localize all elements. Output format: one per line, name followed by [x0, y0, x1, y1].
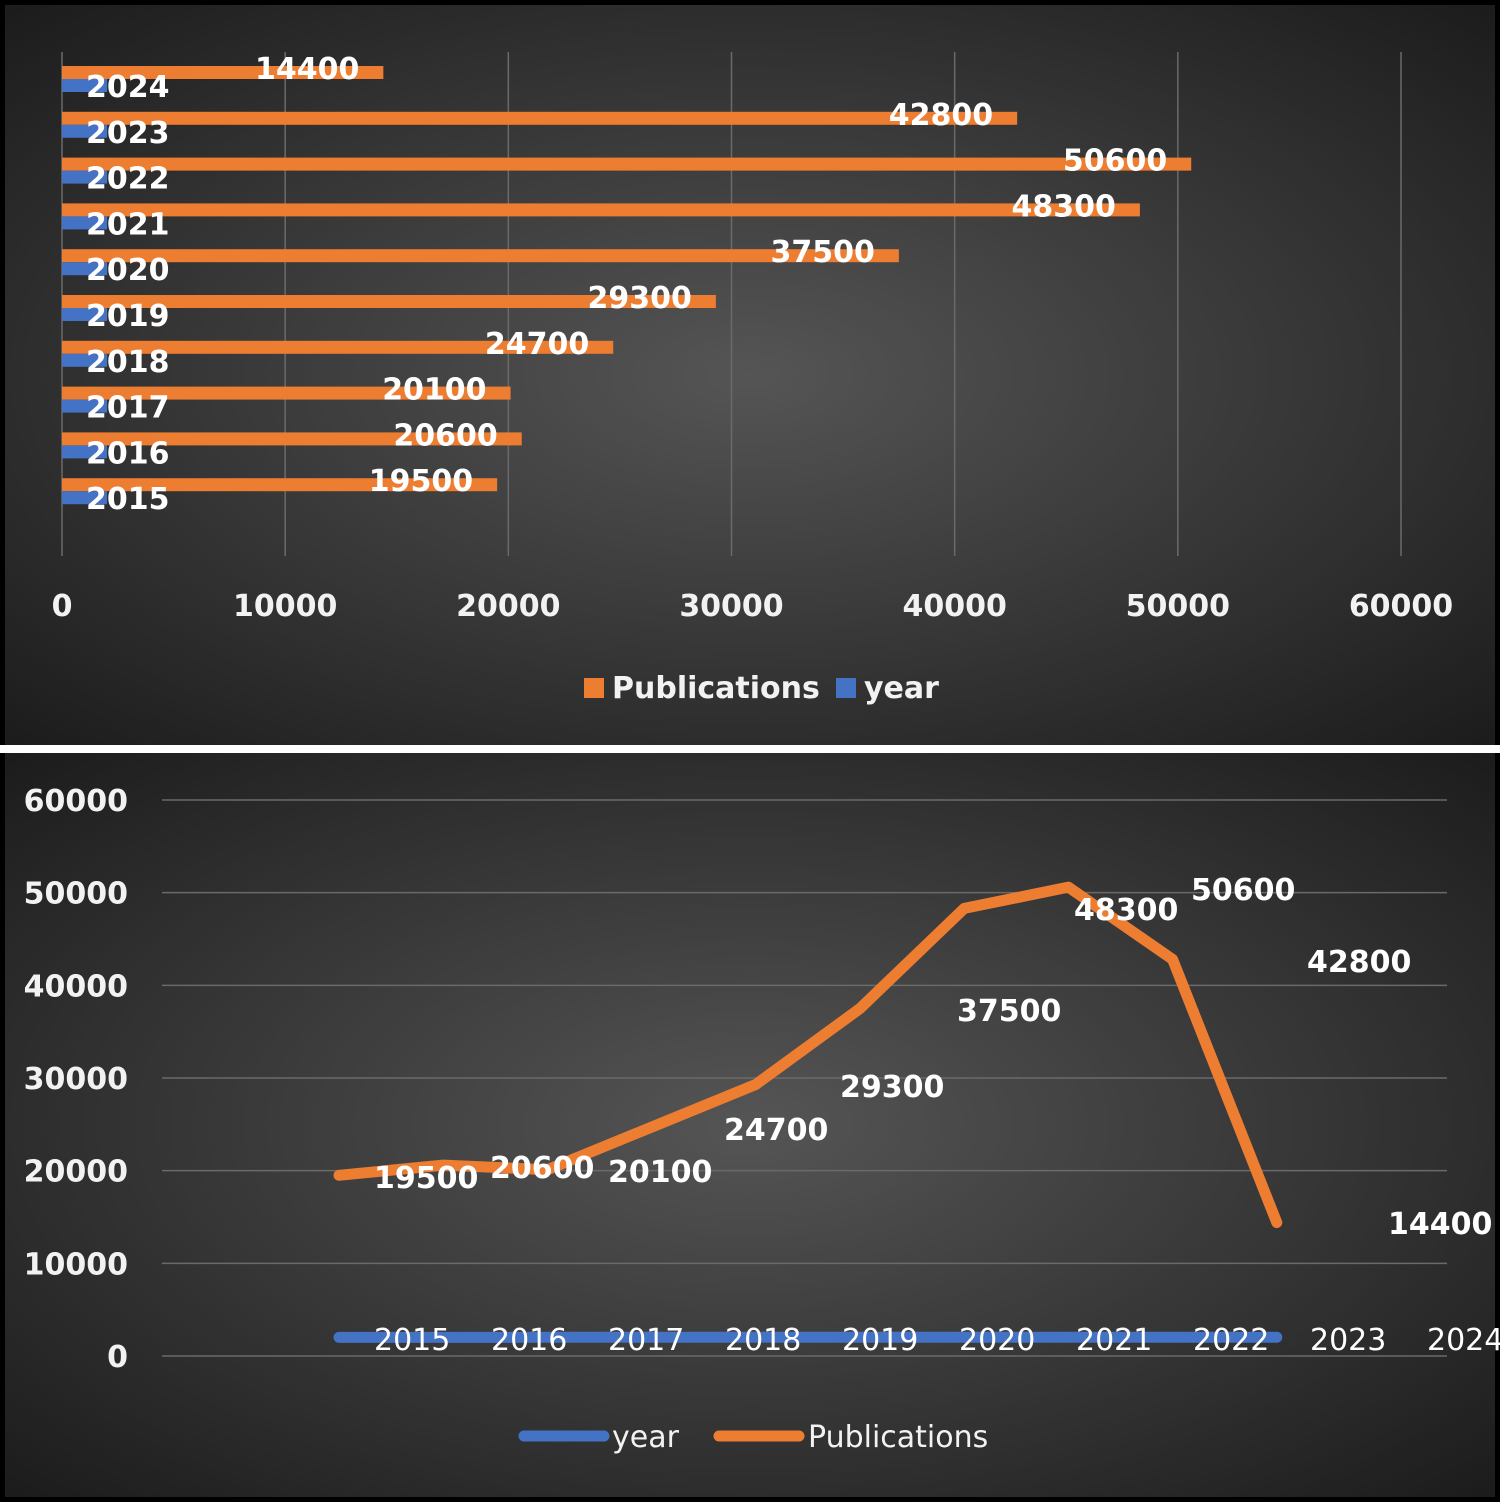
bar-year	[62, 445, 107, 459]
line-chart: 0 10000 20000 30000 40000 50000 60000 2015 2016…	[24, 784, 1500, 1455]
bar-chart: 0 10000 20000 30000 40000 50000 60000 2015 2016…	[52, 52, 1454, 706]
bar-chart-category-label: 2023	[86, 116, 170, 151]
legend-label-year: year	[864, 671, 939, 706]
bar-chart-data-label: 50600	[1063, 144, 1167, 179]
bar-chart-data-labels: 19500 20600 20100 24700 29300 37500 48300 50600…	[255, 52, 1167, 499]
bar-chart-data-label: 20100	[382, 373, 486, 408]
line-chart-year-label: 2022	[1193, 1323, 1269, 1358]
bar-chart-legend: Publications year	[584, 671, 939, 706]
line-chart-data-label: 20100	[608, 1155, 712, 1190]
bar-chart-data-label: 20600	[393, 418, 497, 453]
line-chart-data-label: 20600	[490, 1151, 594, 1186]
line-chart-data-label: 19500	[374, 1161, 478, 1196]
line-chart-y-tick-label: 60000	[24, 784, 128, 819]
bar-year	[62, 79, 108, 92]
line-chart-y-tick-label: 50000	[24, 877, 128, 912]
bar-chart-category-label: 2017	[86, 391, 170, 426]
bar-year	[62, 308, 108, 321]
line-chart-data-labels: 19500 20600 20100 24700 29300 37500 48300 50600…	[374, 873, 1492, 1242]
line-chart-year-label: 2017	[608, 1323, 684, 1358]
bar-chart-category-label: 2020	[86, 253, 170, 288]
bar-year	[62, 262, 108, 276]
line-chart-y-tick-labels: 0 10000 20000 30000 40000 50000 60000	[24, 784, 128, 1375]
bar-chart-x-tick-label: 60000	[1349, 589, 1453, 624]
line-chart-legend: year Publications	[518, 1420, 988, 1455]
bar-publications	[62, 111, 1018, 125]
bar-chart-x-tick-label: 0	[52, 589, 73, 624]
bar-chart-category-label: 2015	[86, 482, 170, 517]
panel-divider	[0, 745, 1500, 753]
bar-publications	[62, 295, 716, 308]
line-chart-year-label: 2024	[1427, 1323, 1500, 1358]
line-chart-year-label: 2021	[1076, 1323, 1152, 1358]
bar-publications	[62, 478, 498, 492]
line-chart-data-label: 24700	[724, 1113, 828, 1148]
bar-chart-x-tick-label: 20000	[456, 589, 560, 624]
bar-year	[62, 124, 108, 138]
line-chart-data-label: 29300	[840, 1070, 944, 1105]
line-chart-year-label: 2015	[374, 1323, 450, 1358]
line-chart-year-labels: 2015 2016 2017 2018 2019 2020 2021 2022 2023 2024	[374, 1323, 1500, 1358]
bar-chart-bars	[62, 66, 1192, 505]
line-chart-year-label: 2016	[491, 1323, 567, 1358]
legend-swatch-year	[836, 678, 856, 698]
bar-year	[62, 491, 107, 505]
line-chart-year-label: 2020	[959, 1323, 1035, 1358]
line-chart-background	[5, 753, 1495, 1497]
bar-publications	[62, 432, 522, 446]
bar-publications	[62, 203, 1140, 217]
bar-chart-x-tick-label: 40000	[902, 589, 1006, 624]
bar-publications	[62, 340, 614, 354]
bar-chart-data-label: 24700	[485, 327, 589, 362]
line-chart-data-label: 37500	[957, 994, 1061, 1029]
bar-chart-x-tick-label: 30000	[679, 589, 783, 624]
bar-chart-x-tick-labels: 0 10000 20000 30000 40000 50000 60000	[52, 589, 1454, 624]
bar-chart-data-label: 14400	[255, 52, 359, 87]
bar-chart-category-labels: 2015 2016 2017 2018 2019 2020 2021 2022 2023 2024	[86, 70, 170, 517]
bar-publications	[62, 249, 899, 263]
line-chart-y-tick-label: 40000	[24, 969, 128, 1004]
bar-chart-data-label: 37500	[771, 235, 875, 270]
legend-swatch-publications	[584, 678, 604, 698]
line-chart-y-tick-label: 10000	[24, 1247, 128, 1282]
bar-chart-data-label: 48300	[1012, 189, 1116, 224]
bar-chart-x-tick-label: 10000	[233, 589, 337, 624]
bar-chart-data-label: 29300	[588, 281, 692, 316]
bar-year	[62, 399, 108, 413]
bar-chart-category-label: 2021	[86, 207, 170, 242]
bar-chart-category-label: 2022	[86, 162, 170, 197]
bar-publications	[62, 66, 384, 79]
line-chart-y-tick-label: 20000	[24, 1155, 128, 1190]
bar-chart-gridlines	[61, 52, 1402, 556]
legend-label-year: year	[612, 1420, 680, 1455]
line-chart-data-label: 50600	[1191, 873, 1295, 908]
bar-chart-category-label: 2024	[86, 70, 170, 105]
line-chart-data-label: 48300	[1074, 893, 1178, 928]
bar-publications	[62, 157, 1192, 171]
bar-chart-data-label: 19500	[369, 464, 473, 499]
bar-chart-category-label: 2018	[86, 345, 170, 380]
line-chart-data-label: 42800	[1307, 945, 1411, 980]
bar-chart-background	[5, 5, 1495, 745]
line-series-publications	[333, 881, 1283, 1229]
line-chart-y-tick-label: 30000	[24, 1062, 128, 1097]
bar-year	[62, 170, 108, 184]
line-chart-data-label: 14400	[1388, 1207, 1492, 1242]
line-chart-year-label: 2019	[842, 1323, 918, 1358]
bar-chart-category-label: 2016	[86, 436, 170, 471]
bar-publications	[62, 386, 511, 400]
line-chart-series	[333, 881, 1283, 1343]
line-chart-y-tick-label: 0	[107, 1340, 128, 1375]
legend-label-publications: Publications	[612, 671, 820, 706]
bar-chart-x-tick-label: 50000	[1126, 589, 1230, 624]
line-chart-year-label: 2023	[1310, 1323, 1386, 1358]
legend-label-publications: Publications	[808, 1420, 988, 1455]
line-chart-year-label: 2018	[725, 1323, 801, 1358]
bar-year	[62, 216, 108, 230]
bar-year	[62, 353, 108, 367]
bar-chart-data-label: 42800	[889, 98, 993, 133]
bar-chart-category-label: 2019	[86, 299, 170, 334]
